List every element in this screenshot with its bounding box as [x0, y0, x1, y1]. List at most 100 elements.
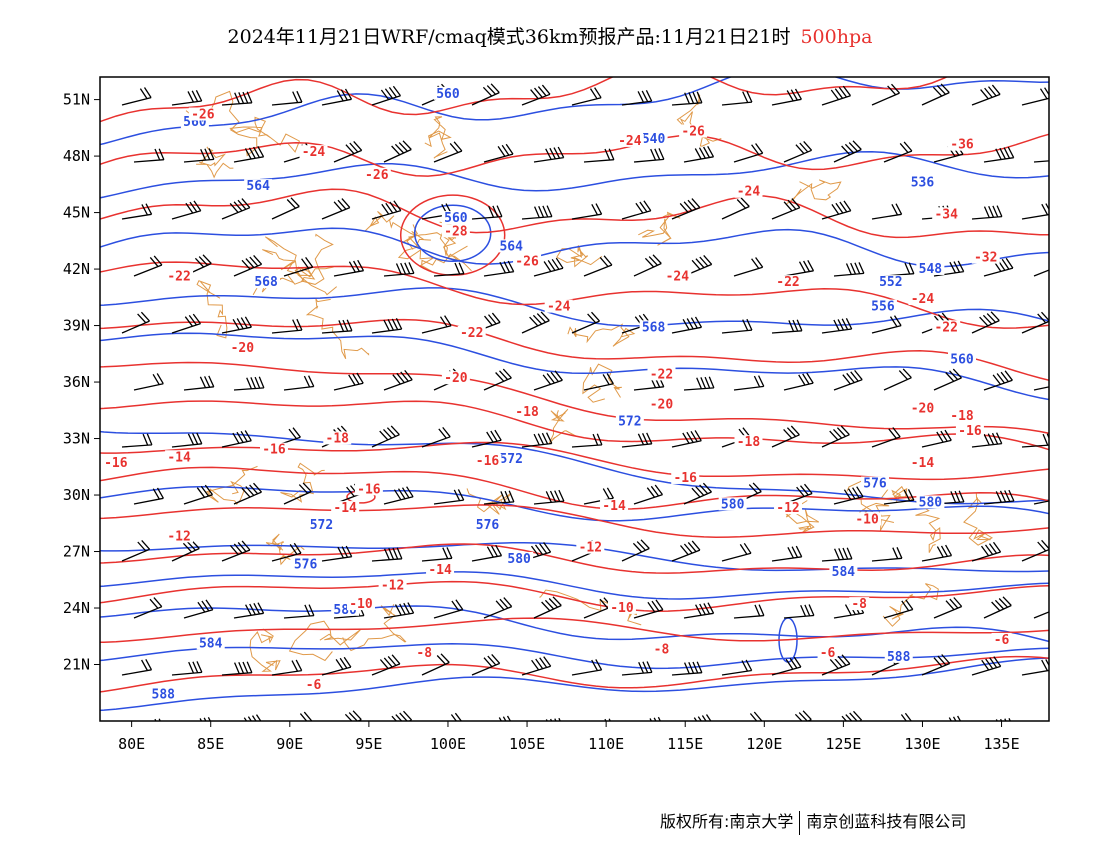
- wind-barb: [521, 542, 552, 562]
- wind-barb: [344, 710, 362, 721]
- wind-barb: [1021, 539, 1049, 562]
- wind-barb: [333, 259, 365, 277]
- wind-barb: [421, 547, 453, 562]
- boundary-line: [265, 533, 305, 566]
- temperature-label: -20: [911, 401, 935, 416]
- wind-barb: [683, 145, 715, 163]
- temperature-label: -14: [333, 501, 357, 516]
- wind-barb: [1033, 611, 1049, 619]
- wind-barb: [371, 85, 402, 106]
- wind-barb: [783, 140, 813, 163]
- wind-barb: [571, 203, 603, 220]
- boundary-line: [205, 465, 258, 506]
- boundary-line: [196, 280, 228, 339]
- temperature-label-bg: [955, 423, 984, 437]
- boundary-line: [229, 116, 301, 153]
- boundary-line: [556, 245, 603, 268]
- temperature-label: -14: [602, 499, 626, 514]
- geopotential-label-bg: [718, 497, 747, 511]
- wind-barb: [1021, 87, 1049, 106]
- wind-barb: [433, 141, 463, 163]
- wind-barb: [933, 368, 962, 391]
- wind-barb: [721, 90, 753, 106]
- temperature-label: -10: [855, 512, 879, 527]
- title-main: 2024年11月21日WRF/cmaq模式36km预报产品:11月21日21时: [227, 26, 791, 48]
- wind-barb: [299, 711, 313, 721]
- wind-barb: [771, 88, 802, 106]
- wind-barb: [171, 539, 200, 562]
- temperature-label-bg: [948, 408, 977, 422]
- wind-barb: [833, 140, 862, 163]
- wind-barb: [833, 486, 864, 505]
- temperature-label: -26: [681, 124, 705, 139]
- temperature-line: [100, 400, 1049, 451]
- geopotential-label: 576: [863, 477, 887, 492]
- temperature-line: [100, 466, 1049, 510]
- wind-barb: [771, 198, 801, 220]
- wind-barb: [421, 315, 452, 334]
- temperature-line: [100, 318, 1049, 382]
- temperature-label-bg: [354, 482, 383, 496]
- wind-barb: [933, 490, 965, 505]
- wind-barb: [883, 368, 912, 391]
- boundary-line: [252, 249, 305, 296]
- temperature-label: -18: [737, 435, 761, 450]
- wind-barb: [683, 482, 712, 505]
- wind-barb: [983, 596, 1012, 619]
- wind-barb: [121, 539, 151, 562]
- wind-barb: [921, 544, 953, 562]
- lon-tick-label: 100E: [430, 735, 466, 753]
- geopotential-line: [100, 287, 1049, 327]
- lat-tick-label: 30N: [63, 486, 90, 504]
- lat-tick-label: 21N: [63, 656, 90, 674]
- wind-barb: [749, 711, 763, 721]
- boundary-line: [424, 116, 452, 159]
- wind-barb: [183, 375, 215, 391]
- wind-barb: [621, 539, 650, 562]
- wind-barb: [371, 318, 403, 334]
- temperature-label: -26: [515, 254, 539, 269]
- wind-barb: [571, 87, 602, 106]
- wind-barb: [371, 425, 400, 448]
- geopotential-label-bg: [497, 239, 526, 253]
- lon-tick-label: 135E: [983, 735, 1019, 753]
- wind-barb: [983, 489, 1015, 505]
- geopotential-label: 584: [199, 637, 223, 652]
- wind-barb: [633, 484, 664, 505]
- geopotential-line: [100, 332, 1049, 401]
- geopotential-label-bg: [244, 179, 273, 193]
- temperature-label-bg: [849, 597, 870, 611]
- lat-tick-label: 27N: [63, 543, 90, 561]
- lat-tick-label: 51N: [63, 91, 90, 109]
- wind-barb: [283, 375, 315, 391]
- boundary-line: [882, 583, 939, 627]
- wind-barb: [171, 200, 202, 220]
- wind-barb: [383, 602, 415, 619]
- wind-barb: [521, 432, 553, 448]
- wind-barb: [283, 482, 312, 505]
- wind-barb: [133, 487, 164, 505]
- wind-barb: [921, 654, 951, 676]
- temperature-label: -22: [650, 367, 673, 382]
- temperature-label: -6: [820, 646, 836, 661]
- temperature-line: [100, 543, 1049, 574]
- lon-tick-label: 130E: [904, 735, 940, 753]
- wind-barb: [471, 429, 502, 448]
- wind-barb: [883, 489, 915, 505]
- temperature-label: -10: [610, 601, 634, 616]
- temperature-label: -22: [934, 320, 957, 335]
- temperature-label-bg: [647, 397, 676, 411]
- temperature-label-bg: [165, 269, 194, 283]
- temperature-label-bg: [544, 299, 573, 313]
- wind-barb: [171, 661, 203, 676]
- geopotential-label: 588: [152, 688, 176, 703]
- geopotential-label-bg: [615, 414, 644, 428]
- wind-barb: [693, 714, 712, 721]
- geopotential-label: 576: [476, 518, 500, 533]
- temperature-label: -32: [974, 251, 997, 266]
- geopotential-label: 568: [254, 275, 278, 290]
- wind-barb: [971, 84, 1001, 106]
- wind-barb: [971, 432, 1003, 448]
- wind-barb: [383, 140, 412, 163]
- boundary-line: [297, 233, 334, 285]
